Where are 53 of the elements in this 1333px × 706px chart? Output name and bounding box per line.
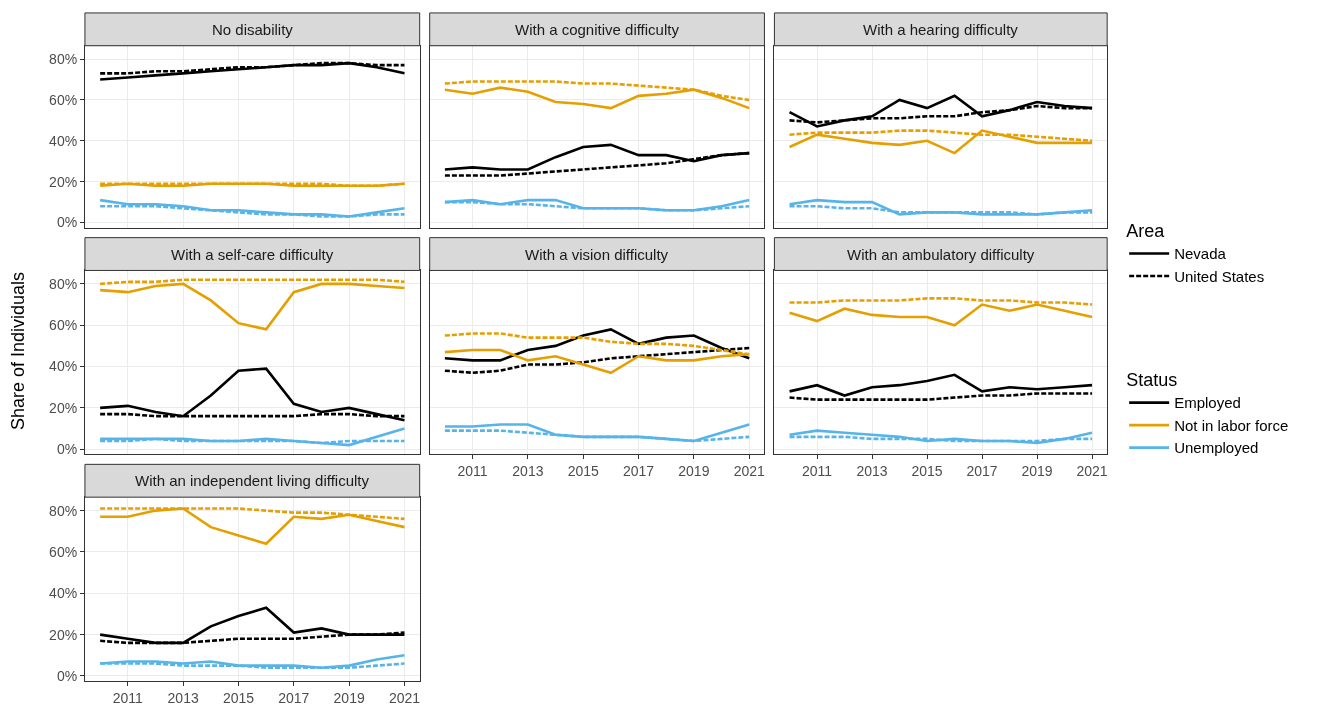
chart-title: No disability [212, 21, 294, 38]
y-tick-label: 20% [49, 626, 78, 643]
x-tick-label: 2011 [112, 689, 144, 706]
x-tick-label: 2019 [333, 689, 365, 706]
legend-label: United States [1174, 267, 1265, 285]
y-tick-label: 40% [49, 358, 78, 375]
x-tick-label: 2013 [512, 463, 544, 480]
legend-label: Unemployed [1174, 439, 1259, 457]
line-series [98, 367, 406, 422]
y-tick-label: 40% [49, 132, 78, 149]
chart-title: With an independent living difficulty [135, 472, 370, 489]
x-tick-label: 2021 [733, 463, 765, 480]
y-tick-label: 40% [49, 585, 78, 602]
chart-title: With a hearing difficulty [863, 21, 1019, 38]
y-tick-label: 0% [56, 441, 78, 458]
x-tick-label: 2021 [388, 689, 421, 706]
y-tick-label: 20% [49, 399, 78, 416]
line-series [98, 282, 406, 331]
legend-label: Not in labor force [1174, 416, 1289, 434]
line-series [98, 61, 406, 81]
legend-label: Employed [1174, 394, 1241, 412]
x-tick-label: 2015 [567, 463, 599, 480]
legend-label: Nevada [1174, 245, 1227, 263]
chart-title: With a vision difficulty [525, 246, 669, 263]
y-tick-label: 60% [49, 317, 78, 334]
y-tick-label: 80% [49, 50, 78, 67]
x-tick-label: 2017 [278, 689, 310, 706]
chart-title: With an ambulatory difficulty [847, 246, 1035, 263]
text: Area [1126, 221, 1165, 242]
y-tick-label: 80% [49, 502, 78, 519]
y-tick-label: 20% [49, 173, 78, 190]
y-tick-label: 80% [49, 275, 78, 292]
y-tick-label: 60% [49, 91, 78, 108]
line-series [98, 507, 406, 545]
y-tick-label: 0% [56, 667, 78, 684]
y-tick-label: 0% [56, 214, 78, 231]
line-series [98, 198, 406, 218]
text: Status [1126, 370, 1178, 391]
x-tick-label: 2021 [1076, 463, 1108, 480]
x-tick-label: 2015 [911, 463, 943, 480]
y-axis-title: Share of Individuals [7, 271, 28, 430]
x-tick-label: 2019 [1021, 463, 1053, 480]
x-tick-label: 2017 [966, 463, 998, 480]
x-tick-label: 2013 [856, 463, 888, 480]
chart-title: With a self-care difficulty [171, 246, 334, 263]
x-tick-label: 2019 [678, 463, 710, 480]
x-tick-label: 2011 [801, 463, 833, 480]
chart-title: With a cognitive difficulty [515, 21, 680, 38]
x-tick-label: 2013 [167, 689, 199, 706]
x-tick-label: 2011 [457, 463, 488, 480]
x-tick-label: 2015 [222, 689, 255, 706]
y-tick-label: 60% [49, 543, 78, 560]
x-tick-label: 2017 [622, 463, 655, 480]
